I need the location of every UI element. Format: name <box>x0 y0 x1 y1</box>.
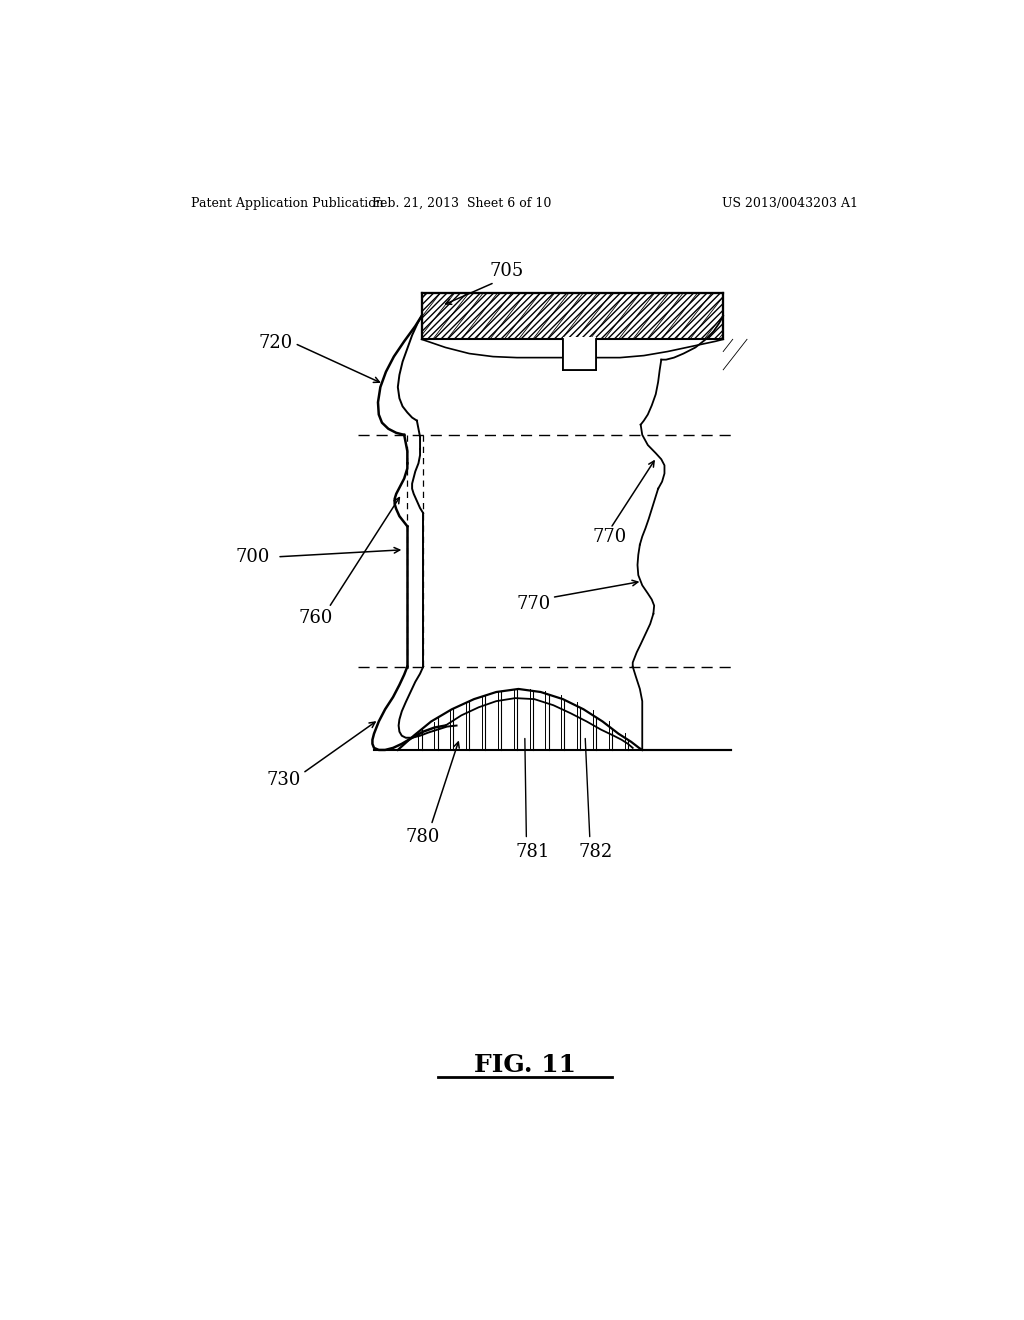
Text: 781: 781 <box>515 842 550 861</box>
Bar <box>563 338 596 370</box>
Text: 770: 770 <box>592 528 627 545</box>
Text: 760: 760 <box>299 609 333 627</box>
Text: 730: 730 <box>267 771 301 789</box>
Text: Feb. 21, 2013  Sheet 6 of 10: Feb. 21, 2013 Sheet 6 of 10 <box>372 197 551 210</box>
Text: 770: 770 <box>517 594 551 612</box>
Text: FIG. 11: FIG. 11 <box>474 1053 575 1077</box>
Text: 705: 705 <box>489 263 523 280</box>
Text: 780: 780 <box>406 829 440 846</box>
Text: 782: 782 <box>579 842 613 861</box>
Text: 700: 700 <box>236 548 269 566</box>
Text: US 2013/0043203 A1: US 2013/0043203 A1 <box>722 197 858 210</box>
Bar <box>422 293 723 339</box>
Text: Patent Application Publication: Patent Application Publication <box>191 197 384 210</box>
Text: 720: 720 <box>259 334 293 352</box>
